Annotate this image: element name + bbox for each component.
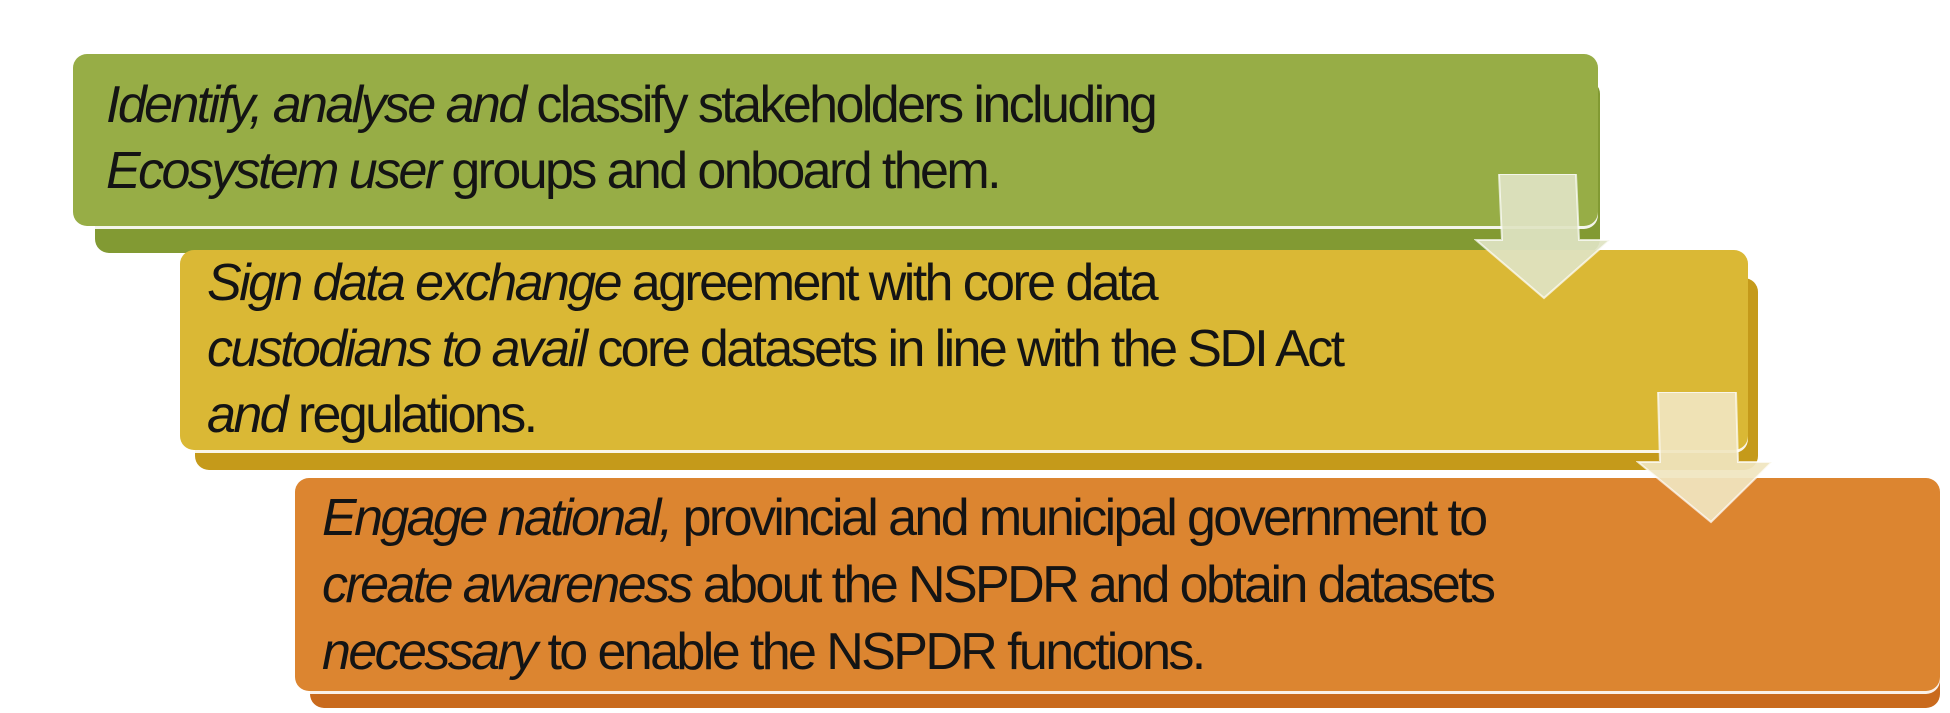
step-2-text: Sign data exchange agreement with core d… (207, 250, 1345, 448)
step-2-line-2: custodians to avail core datasets in lin… (207, 320, 1345, 378)
down-arrow-icon (1474, 174, 1613, 300)
step-1-line-1: Identify, analyse and classify stakehold… (106, 76, 1158, 134)
step-3-line-2: create awareness about the NSPDR and obt… (322, 556, 1496, 614)
step-1-line-2: Ecosystem user groups and onboard them. (106, 142, 1002, 200)
step-1-box (73, 54, 1598, 226)
step-3-box (295, 478, 1940, 691)
down-arrow-icon (1636, 392, 1775, 524)
step-1-text: Identify, analyse and classify stakehold… (106, 72, 1158, 204)
step-2-line-3: and regulations. (207, 386, 538, 444)
step-2-line-1: Sign data exchange agreement with core d… (207, 254, 1159, 312)
step-3-text: Engage national, provincial and municipa… (322, 485, 1496, 686)
step-3-line-1: Engage national, provincial and municipa… (322, 489, 1488, 547)
step-3-line-3: necessary to enable the NSPDR functions. (322, 623, 1206, 681)
step-2-box (180, 250, 1748, 450)
